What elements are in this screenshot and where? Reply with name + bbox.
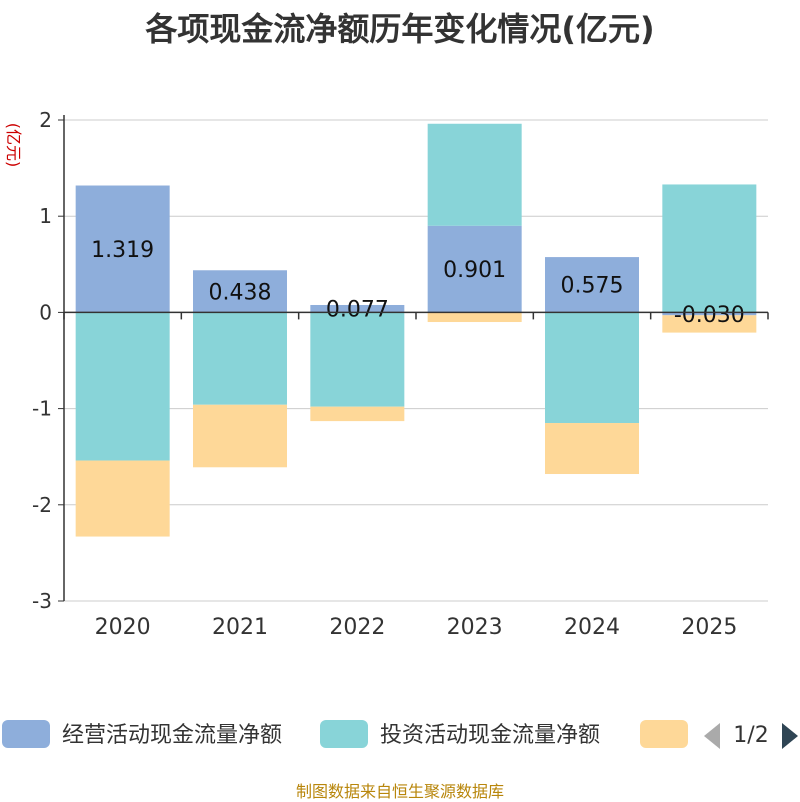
bar-series1-2025[interactable] [662, 312, 757, 316]
y-tick-label: 0 [39, 300, 52, 324]
bar-series2-2025[interactable] [662, 184, 757, 313]
legend-label[interactable]: 经营活动现金流量净额 [62, 723, 282, 748]
x-tick-label: 2024 [564, 615, 620, 640]
y-tick-label: -3 [32, 589, 52, 613]
x-tick-label: 2025 [681, 615, 737, 640]
x-tick-label: 2020 [95, 615, 151, 640]
data-label: 0.901 [443, 258, 506, 283]
data-label: 0.575 [561, 274, 624, 299]
bar-series3-2021[interactable] [193, 404, 287, 468]
bar-series1-2021[interactable] [193, 270, 287, 313]
data-label: 1.319 [91, 238, 154, 263]
bar-series3-2020[interactable] [75, 460, 170, 537]
bar-series1-2024[interactable] [545, 257, 639, 313]
bar-series2-2020[interactable] [75, 312, 170, 461]
y-tick-label: 1 [39, 204, 52, 228]
x-tick-label: 2022 [329, 615, 385, 640]
legend-swatch[interactable] [2, 720, 50, 748]
source-footer: 制图数据来自恒生聚源数据库 [295, 782, 504, 801]
data-label: 0.077 [326, 298, 389, 323]
bar-series1-2020[interactable] [75, 185, 170, 313]
bar-series2-2021[interactable] [193, 312, 287, 405]
bar-series2-2023[interactable] [427, 123, 522, 226]
bar-series3-2023[interactable] [427, 312, 522, 323]
bar-series3-2024[interactable] [545, 423, 639, 475]
legend-label[interactable]: 投资活动现金流量净额 [380, 723, 600, 748]
bar-series1-2023[interactable] [427, 225, 522, 313]
x-tick-label: 2021 [212, 615, 268, 640]
legend-swatch[interactable] [640, 720, 688, 748]
bar-series1-2022[interactable] [310, 304, 405, 313]
legend-page-indicator: 1/2 [733, 723, 768, 748]
x-tick-label: 2023 [447, 615, 503, 640]
chart-title: 各项现金流净额历年变化情况(亿元) [145, 10, 655, 48]
y-tick-label: -1 [32, 397, 52, 421]
bar-series3-2022[interactable] [310, 406, 405, 422]
bar-series2-2024[interactable] [545, 312, 639, 424]
y-tick-label: -2 [32, 493, 52, 517]
legend-next-icon[interactable] [782, 723, 798, 749]
bar-series3-2025[interactable] [662, 315, 757, 333]
y-axis-label: (亿元) [4, 123, 23, 168]
legend-prev-icon[interactable] [704, 723, 720, 749]
y-tick-label: 2 [39, 108, 52, 132]
bar-series2-2022[interactable] [310, 312, 405, 407]
legend-swatch[interactable] [320, 720, 368, 748]
data-label: -0.030 [674, 303, 745, 328]
data-label: 0.438 [209, 280, 272, 305]
